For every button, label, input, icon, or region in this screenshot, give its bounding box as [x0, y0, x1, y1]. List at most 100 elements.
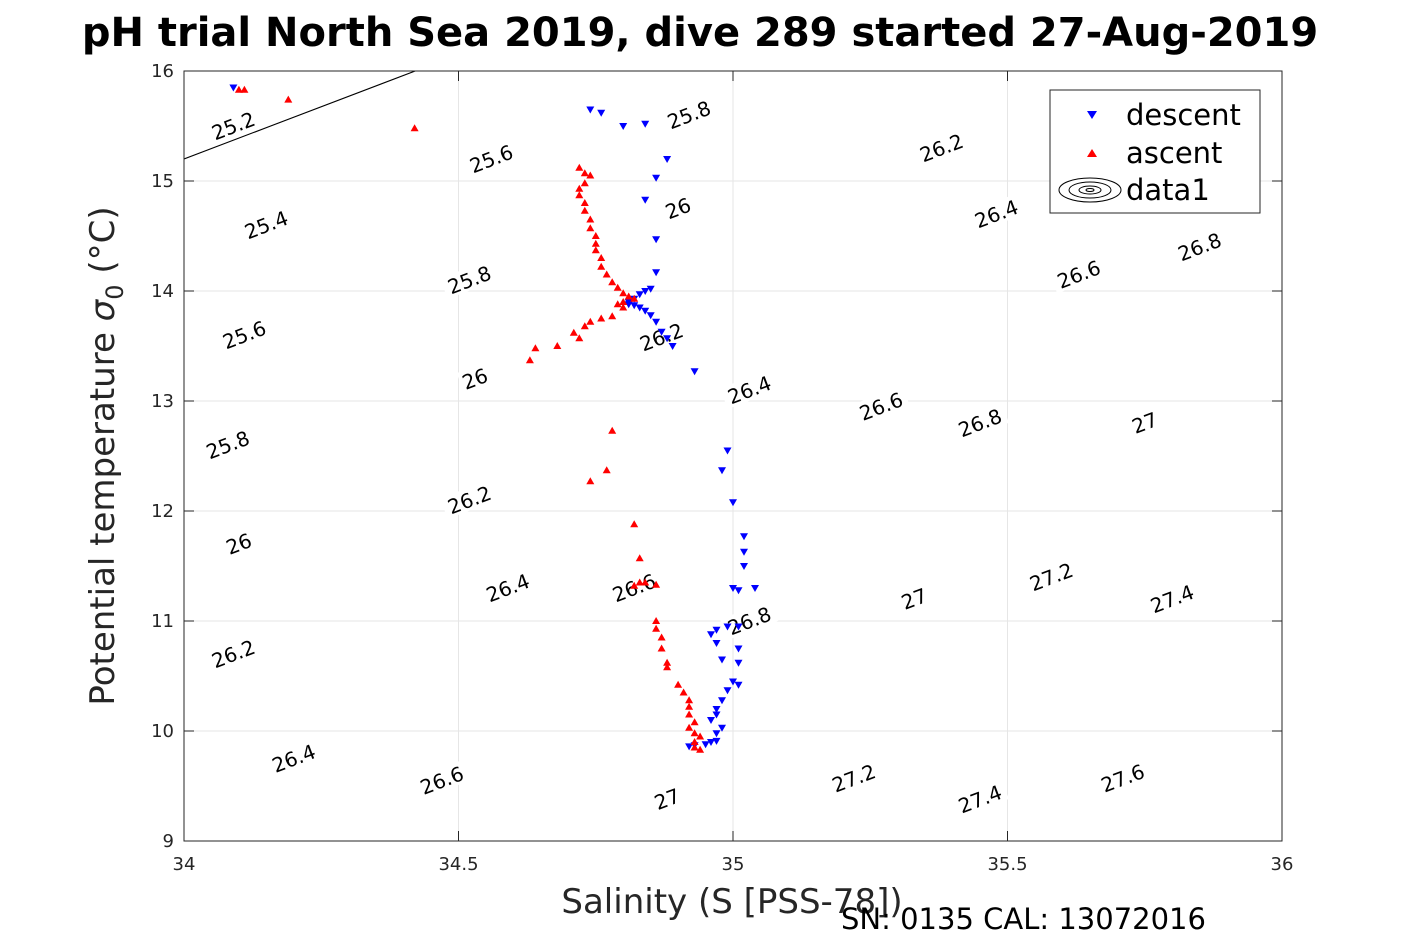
- ascent-point: [602, 270, 611, 278]
- ascent-point: [410, 124, 419, 132]
- ascent-point: [619, 289, 628, 297]
- descent-point: [685, 743, 694, 751]
- y-tick-label: 10: [151, 721, 174, 742]
- y-axis-label-subscript: 0: [101, 284, 129, 299]
- x-tick-label: 34: [173, 854, 196, 875]
- contour-label-background: [412, 759, 471, 800]
- descent-point: [597, 109, 606, 117]
- contour-label-background: [895, 582, 932, 614]
- contour-label-background: [214, 314, 274, 354]
- descent-point: [646, 285, 655, 293]
- descent-point: [652, 174, 661, 182]
- ascent-point: [613, 300, 622, 308]
- ascent-point: [531, 344, 540, 352]
- contour-label-background: [659, 191, 696, 224]
- contour-label-background: [461, 138, 521, 178]
- descent-point: [712, 711, 721, 719]
- legend: descent ascent data1: [1049, 89, 1261, 214]
- contour-label-background: [264, 737, 323, 778]
- series-ascent: [234, 85, 705, 753]
- y-axis-label: Potential temperature σ0 (°C): [83, 206, 129, 705]
- x-tick-label: 35: [722, 854, 745, 875]
- descent-point: [635, 304, 644, 312]
- ascent-point: [690, 743, 699, 751]
- ascent-point: [624, 292, 633, 300]
- ascent-point: [608, 426, 617, 434]
- descent-point: [641, 196, 650, 204]
- descent-point: [663, 335, 672, 343]
- contour-label-background: [966, 193, 1026, 233]
- contour-label-background: [198, 424, 257, 464]
- descent-point: [718, 697, 726, 705]
- ascent-point: [580, 169, 589, 177]
- contour-label-background: [203, 633, 263, 673]
- contour-label-background: [456, 362, 493, 394]
- ascent-point: [586, 224, 595, 232]
- ascent-point: [696, 732, 705, 740]
- ascent-point: [586, 477, 595, 485]
- ascent-point: [679, 688, 688, 696]
- contour-label-background: [478, 567, 537, 607]
- ascent-point: [685, 696, 694, 704]
- contour-label-background: [1093, 757, 1152, 798]
- ascent-point: [240, 85, 249, 93]
- ascent-point: [597, 262, 606, 270]
- ascent-point: [591, 239, 600, 247]
- descent-point: [723, 687, 732, 695]
- ascent-point: [586, 171, 595, 179]
- contour-label-background: [719, 600, 779, 640]
- legend-data1-contour-icon: [1058, 177, 1122, 203]
- contour-label-background: [439, 259, 499, 299]
- descent-point: [723, 447, 732, 455]
- contour-label-background: [439, 479, 499, 519]
- ascent-point: [284, 95, 293, 103]
- descent-point: [652, 236, 661, 244]
- ascent-point: [685, 723, 694, 731]
- contour-label-background: [912, 127, 971, 167]
- ascent-point: [586, 317, 595, 325]
- ascent-point: [652, 624, 661, 632]
- descent-point: [641, 307, 650, 315]
- descent-point: [646, 312, 655, 320]
- ascent-point: [657, 644, 666, 652]
- ascent-point: [685, 702, 694, 710]
- ascent-point: [597, 254, 606, 261]
- descent-point: [740, 563, 748, 570]
- ascent-point: [630, 294, 639, 302]
- ascent-point: [575, 163, 584, 171]
- descent-point: [723, 623, 732, 631]
- ascent-point: [608, 312, 617, 320]
- ascent-point: [586, 215, 595, 223]
- descent-point: [707, 739, 715, 746]
- descent-point: [740, 548, 748, 556]
- x-tick-label: 34.5: [438, 854, 478, 875]
- contour-label: 26.8: [1170, 226, 1229, 266]
- ascent-point: [641, 578, 650, 586]
- ascent-point: [575, 191, 584, 199]
- ascent-point: [652, 580, 661, 588]
- descent-point: [734, 681, 743, 689]
- descent-point: [712, 730, 721, 738]
- descent-point: [668, 343, 677, 350]
- y-tick-label: 14: [151, 281, 174, 302]
- descent-point: [712, 737, 721, 745]
- contour-label-background: [851, 385, 910, 426]
- ascent-point: [575, 184, 584, 192]
- x-tick-label: 35.5: [987, 854, 1027, 875]
- contour-label-background: [203, 105, 263, 145]
- x-axis-label: Salinity (S [PSS-78]): [561, 882, 902, 922]
- series-descent: [229, 84, 759, 751]
- descent-point: [734, 623, 743, 631]
- ascent-point: [630, 581, 639, 589]
- ascent-point: [525, 356, 534, 364]
- y-tick-label: 9: [163, 831, 174, 852]
- descent-point: [630, 302, 639, 310]
- contour-label-background: [220, 527, 257, 559]
- chart-title: pH trial North Sea 2019, dive 289 starte…: [82, 10, 1318, 56]
- contour-label-background: [1170, 226, 1229, 266]
- ascent-point: [553, 342, 562, 349]
- contour-label-background: [1021, 556, 1081, 596]
- ascent-point: [674, 680, 683, 688]
- ascent-point: [635, 578, 644, 586]
